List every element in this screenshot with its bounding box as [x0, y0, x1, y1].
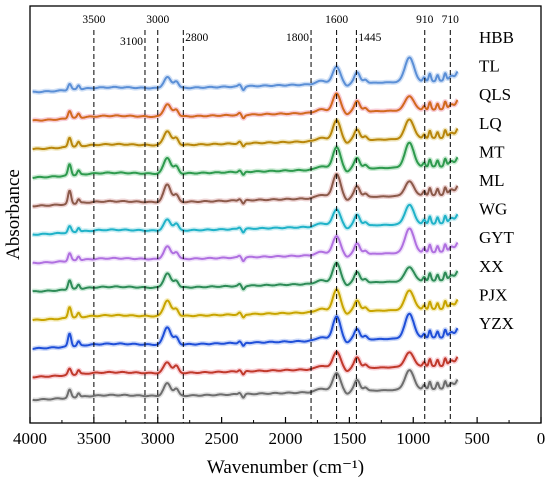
reference-line-label: 3100: [120, 36, 143, 48]
reference-line-label: 1445: [358, 32, 381, 44]
spectrum-line: [32, 312, 459, 350]
legend-series-labels: HBB TL QLS LQ MT ML WG GYT XX PJX YZX: [479, 28, 515, 333]
reference-lines: [93, 30, 451, 423]
x-tick-label: 2000: [269, 429, 303, 448]
reference-line-label: 1600: [325, 14, 348, 26]
x-tick-label: 500: [464, 429, 490, 448]
reference-line-label: 710: [442, 14, 460, 26]
series-label: QLS: [479, 85, 511, 104]
series-label: HBB: [479, 28, 514, 47]
spectrum-line: [32, 261, 459, 293]
reference-line-label: 3500: [82, 14, 105, 26]
series-label: TL: [479, 57, 500, 76]
spectrum-line: [32, 288, 459, 322]
spectrum-line: [32, 203, 459, 236]
spectrum-line: [32, 92, 459, 122]
reference-line-label: 910: [416, 14, 434, 26]
x-tick-label: 3000: [141, 429, 175, 448]
spectrum-line: [32, 118, 459, 151]
series-label: ML: [479, 171, 505, 190]
spectrum-line: [32, 141, 459, 179]
series-label: WG: [479, 200, 507, 219]
x-tick-label: 1500: [332, 429, 366, 448]
spectrum-line: [32, 56, 459, 94]
plot-frame: [29, 5, 542, 424]
series-label: LQ: [479, 114, 502, 133]
series-label: YZX: [479, 314, 514, 333]
x-tick-label: 1000: [396, 429, 430, 448]
x-tick-label: 0: [537, 429, 546, 448]
reference-line-label: 3000: [146, 14, 169, 26]
reference-line-label: 2800: [185, 32, 208, 44]
spectra-curves: [30, 55, 460, 403]
series-label: GYT: [479, 228, 515, 247]
spectrum-line: [32, 173, 459, 208]
x-tick-label: 3500: [77, 429, 111, 448]
reference-line-label: 1800: [286, 32, 309, 44]
spectrum-line: [32, 369, 459, 402]
x-tick-label: 2500: [205, 429, 239, 448]
spectrum-line: [32, 227, 459, 265]
spectrum-line: [32, 350, 459, 379]
x-axis-label: Wavenumber (cm⁻¹): [207, 457, 364, 478]
series-label: MT: [479, 142, 505, 161]
x-tick-label: 4000: [13, 429, 47, 448]
series-label: XX: [479, 257, 504, 276]
y-axis-label: Absorbance: [3, 169, 24, 260]
x-axis-ticks: 4000 3500 3000 2500 2000 1500 1000 500 0: [13, 417, 545, 448]
series-label: PJX: [479, 285, 507, 304]
